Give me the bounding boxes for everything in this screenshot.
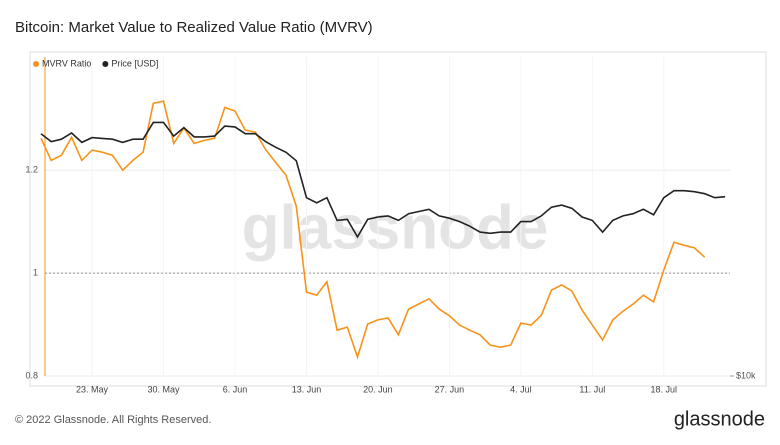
plot-frame (29, 51, 767, 387)
legend-label: MVRV Ratio (42, 58, 91, 68)
y-tick-label: 0.8 (25, 370, 38, 380)
footer: © 2022 Glassnode. All Rights Reserved. (15, 414, 211, 426)
y2-tick-label: $10k (736, 370, 756, 380)
x-tick-label: 18. Jul (651, 384, 678, 394)
x-tick-label: 13. Jun (292, 384, 322, 394)
legend-label: Price [USD] (111, 58, 158, 68)
legend-marker (102, 61, 109, 67)
series-line (40, 100, 706, 360)
y-tick-label: 1.2 (25, 165, 38, 175)
x-tick-label: 4. Jul (510, 384, 532, 394)
series-line (40, 121, 726, 239)
x-tick-label: 11. Jul (579, 384, 605, 394)
y-tick-label: 1 (33, 267, 38, 277)
x-tick-label: 23. May (76, 384, 109, 394)
legend-marker (33, 61, 39, 67)
x-tick-label: 27. Jun (435, 384, 465, 394)
x-tick-label: 20. Jun (363, 384, 393, 394)
logo: glassnode (674, 408, 765, 430)
watermark: glassnode (242, 193, 549, 262)
x-tick-label: 30. May (148, 384, 181, 394)
chart-title: Bitcoin: Market Value to Realized Value … (15, 19, 373, 36)
x-tick-label: 6. Jun (223, 384, 248, 394)
